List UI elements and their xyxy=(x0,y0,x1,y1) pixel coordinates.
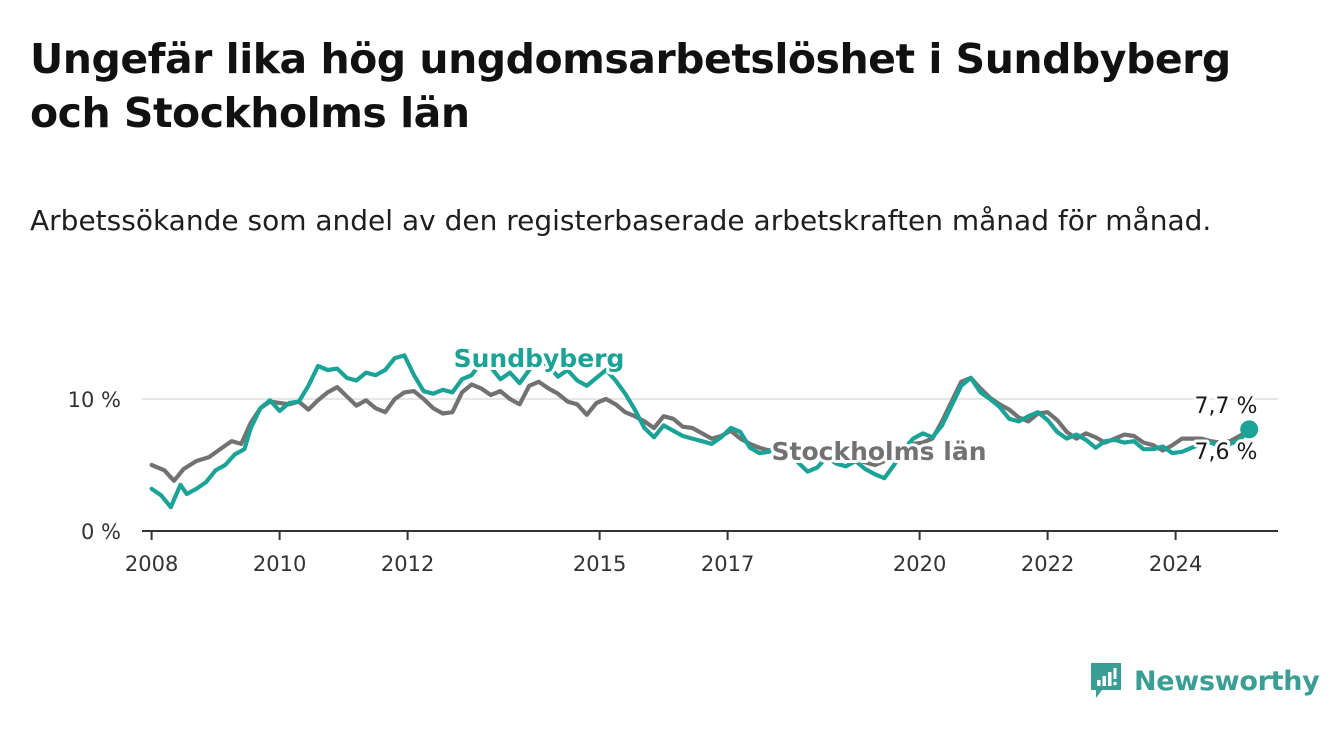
chart-subtitle: Arbetssökande som andel av den registerb… xyxy=(30,204,1212,237)
series-label-sundbyberg: Sundbyberg xyxy=(454,344,625,373)
newsworthy-brand[interactable]: Newsworthy xyxy=(1088,658,1320,704)
x-tick-label: 2010 xyxy=(253,552,306,576)
sundbyberg-end-point xyxy=(1240,420,1259,439)
y-tick-label: 10 % xyxy=(68,388,121,412)
y-tick-label: 0 % xyxy=(81,520,121,544)
x-tick-label: 2017 xyxy=(701,552,754,576)
series-line-sundbyberg xyxy=(149,353,1252,510)
series-label-stockholms-lan: Stockholms län xyxy=(772,437,987,466)
x-tick-label: 2008 xyxy=(125,552,178,576)
x-tick-label: 2020 xyxy=(893,552,946,576)
x-tick-label: 2024 xyxy=(1149,552,1202,576)
brand-name: Newsworthy xyxy=(1134,665,1320,697)
chart-title: Ungefär lika hög ungdomsarbetslöshet i S… xyxy=(30,35,1231,137)
x-tick-label: 2015 xyxy=(573,552,626,576)
x-tick-label: 2012 xyxy=(381,552,434,576)
end-label-sundbyberg: 7,7 % xyxy=(1195,394,1258,419)
series-line-stockholms-lan xyxy=(149,375,1252,483)
newsworthy-logo-icon xyxy=(1091,663,1121,698)
x-tick-label: 2022 xyxy=(1021,552,1074,576)
end-label-stockholms-lan: 7,6 % xyxy=(1195,440,1258,465)
